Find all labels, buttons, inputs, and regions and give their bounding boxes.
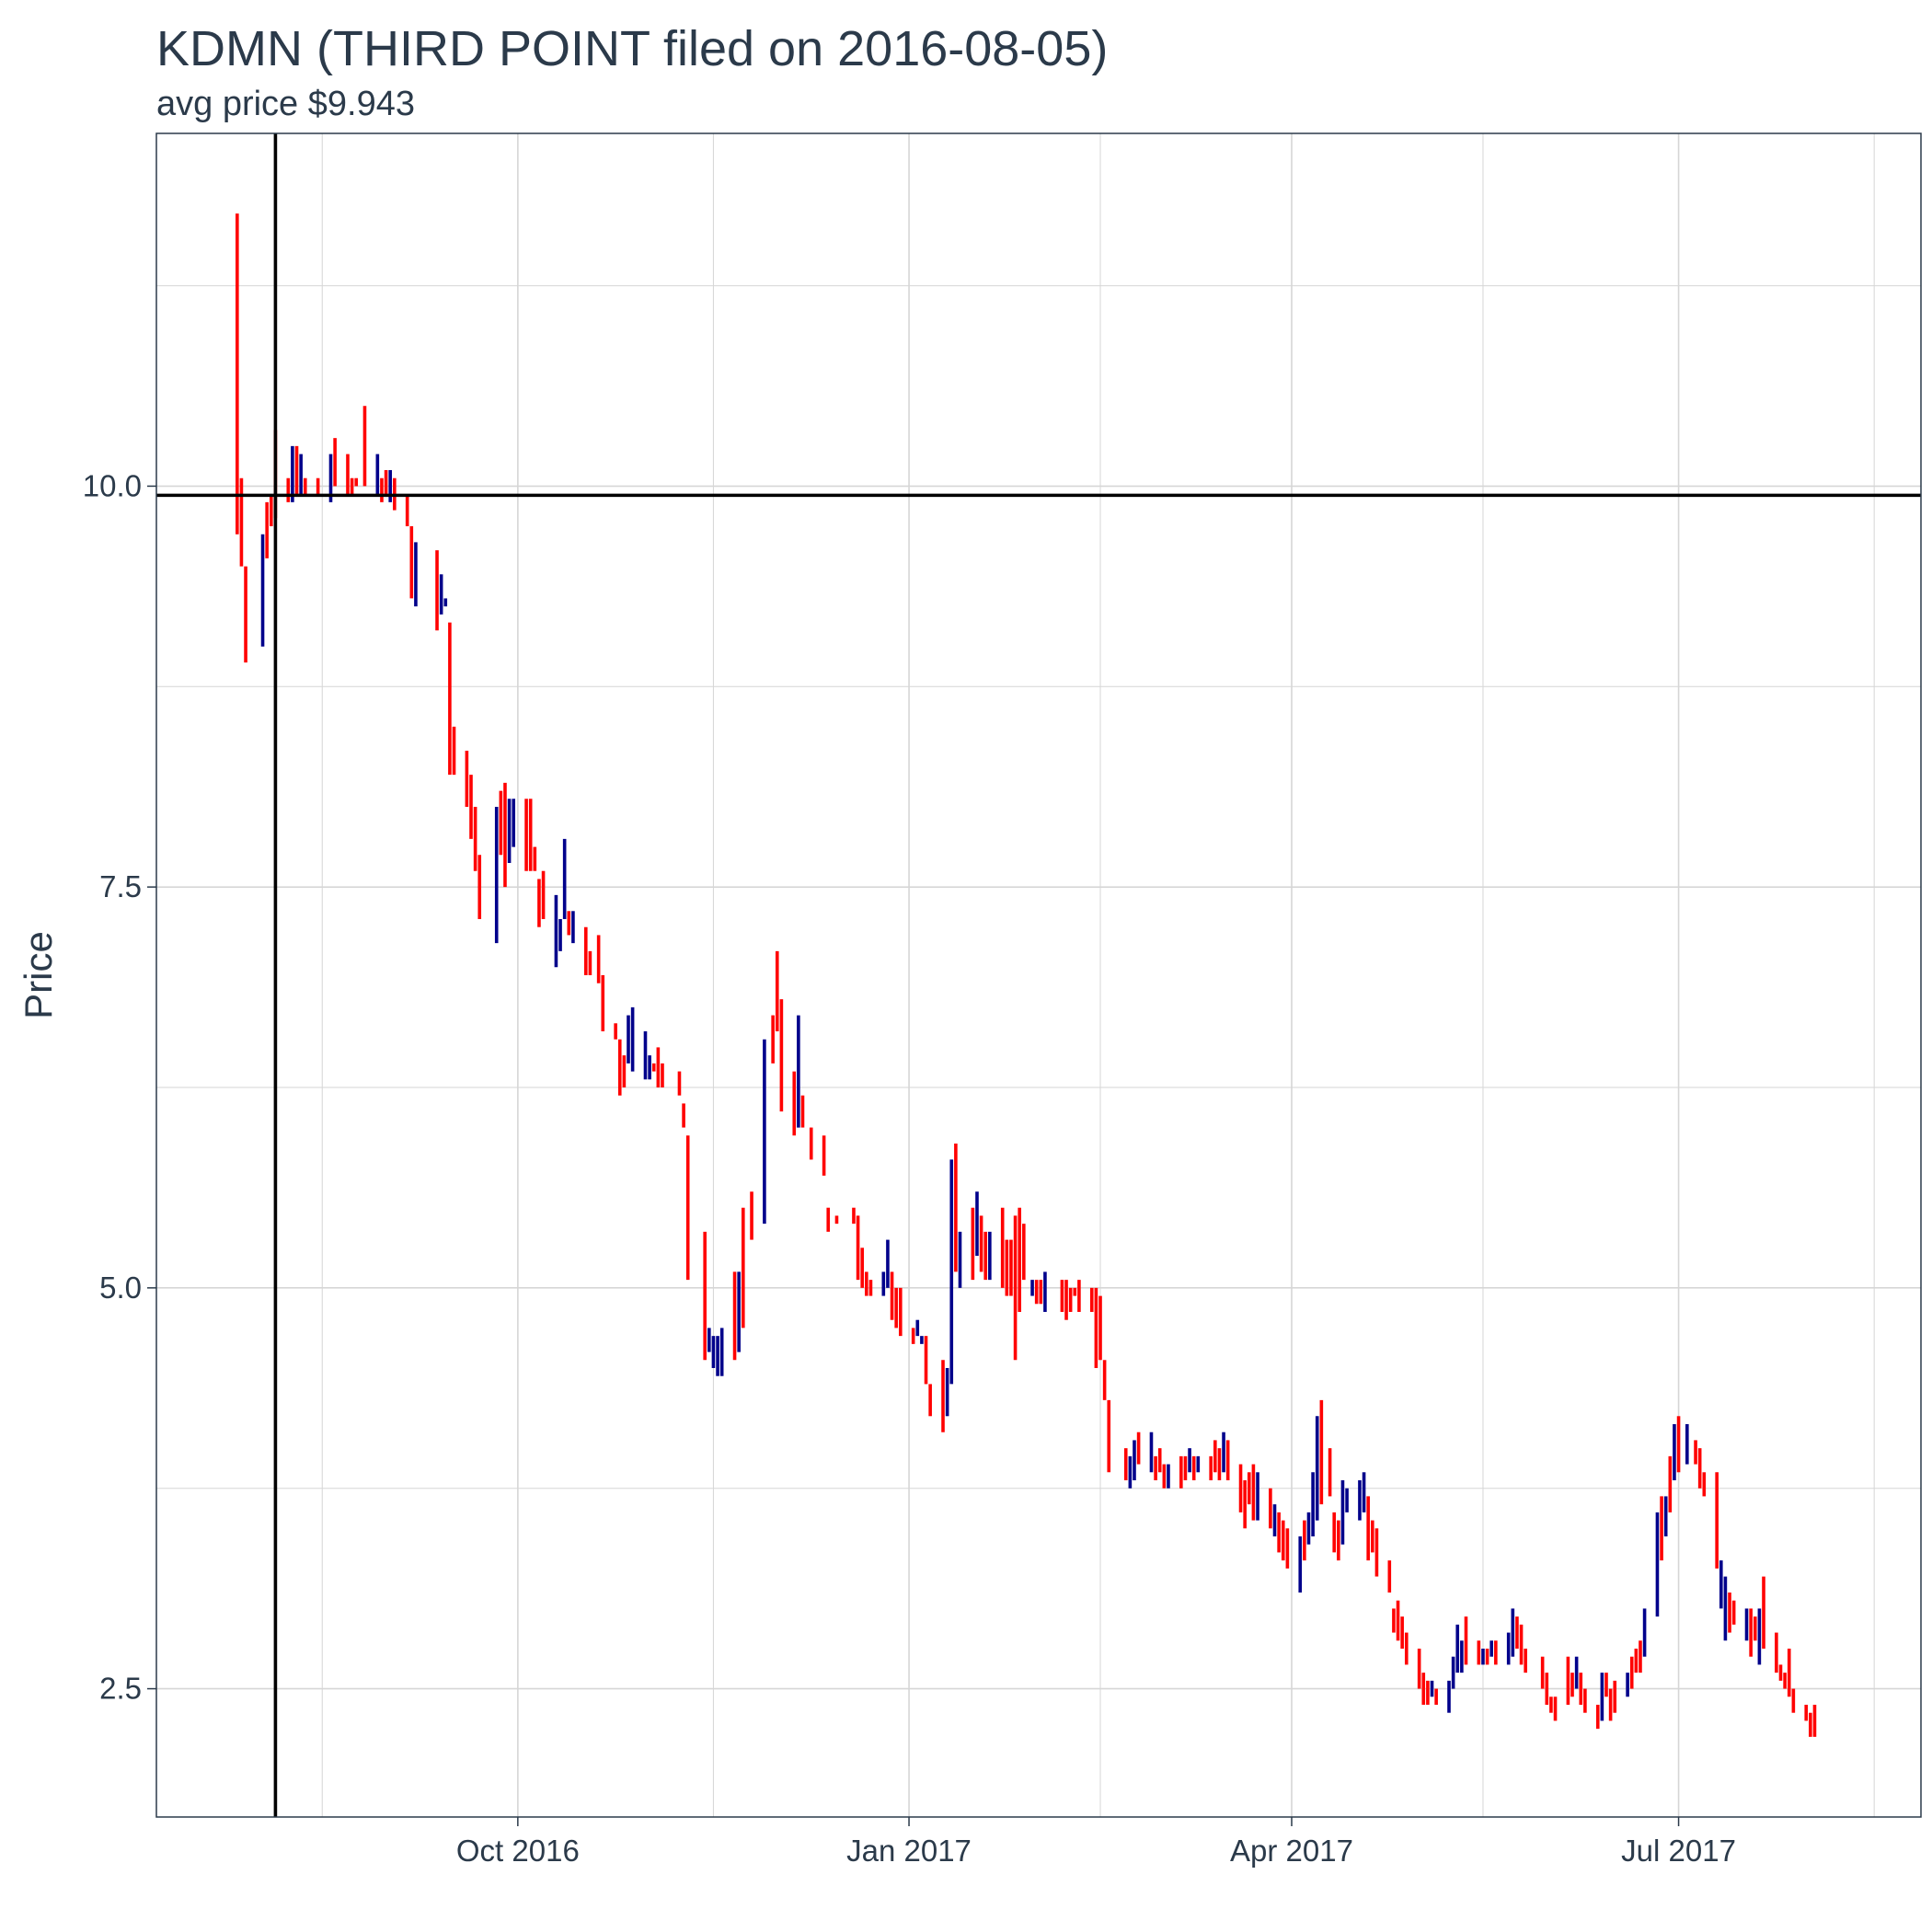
y-tick-label: 7.5 bbox=[99, 869, 142, 903]
x-tick-label: Jan 2017 bbox=[846, 1834, 972, 1868]
axes: 2.5 5.0 7.5 10.0 Oct 2016 Jan 2017 Apr 2017 Jul… bbox=[83, 468, 1736, 1868]
y-tick-label: 5.0 bbox=[99, 1271, 142, 1305]
x-tick-label: Oct 2016 bbox=[456, 1834, 580, 1868]
x-tick-label: Apr 2017 bbox=[1230, 1834, 1353, 1868]
y-tick-label: 10.0 bbox=[83, 468, 142, 502]
chart-subtitle: avg price $9.943 bbox=[156, 85, 415, 123]
reference-lines bbox=[156, 133, 1921, 1817]
grid-lines bbox=[156, 133, 1921, 1817]
y-tick-label: 2.5 bbox=[99, 1672, 142, 1706]
chart-title: KDMN (THIRD POINT filed on 2016-08-05) bbox=[156, 21, 1109, 76]
panel-border bbox=[155, 132, 1922, 1818]
x-tick-label: Jul 2017 bbox=[1621, 1834, 1736, 1868]
y-axis-title: Price bbox=[17, 931, 60, 1019]
price-bars bbox=[236, 213, 1817, 1737]
